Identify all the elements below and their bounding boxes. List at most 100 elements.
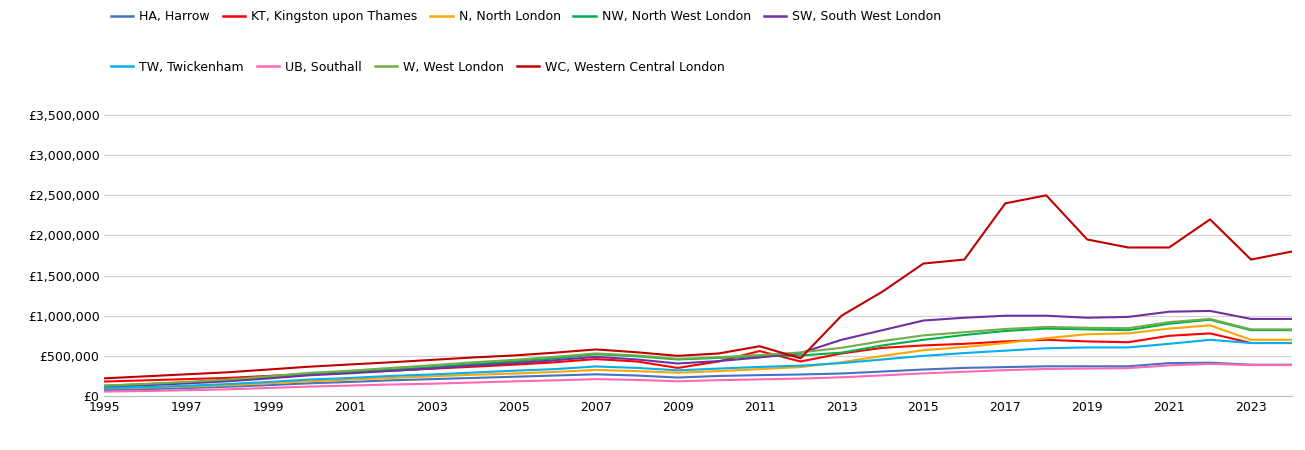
NW, North West London — [465, 361, 480, 367]
HA, Harrow — [301, 381, 317, 386]
KT, Kingston upon Thames — [97, 379, 112, 384]
N, North London — [629, 369, 645, 374]
W, West London — [752, 352, 767, 358]
W, West London — [1039, 324, 1054, 330]
N, North London — [834, 360, 850, 365]
W, West London — [179, 379, 194, 385]
HA, Harrow — [752, 373, 767, 378]
KT, Kingston upon Thames — [301, 371, 317, 377]
TW, Twickenham — [424, 372, 440, 377]
HA, Harrow — [1202, 360, 1218, 365]
UB, Southall — [97, 389, 112, 394]
HA, Harrow — [547, 373, 562, 378]
W, West London — [589, 351, 604, 356]
NW, North West London — [137, 382, 153, 387]
NW, North West London — [219, 378, 235, 383]
KT, Kingston upon Thames — [874, 345, 890, 351]
UB, Southall — [792, 376, 808, 381]
HA, Harrow — [874, 369, 890, 374]
WC, Western Central London — [792, 356, 808, 361]
TW, Twickenham — [219, 382, 235, 387]
UB, Southall — [384, 382, 399, 387]
SW, South West London — [301, 373, 317, 378]
W, West London — [711, 355, 727, 360]
TW, Twickenham — [384, 373, 399, 378]
TW, Twickenham — [957, 351, 972, 356]
UB, Southall — [711, 378, 727, 383]
WC, Western Central London — [1161, 245, 1177, 250]
TW, Twickenham — [1079, 345, 1095, 350]
TW, Twickenham — [792, 363, 808, 369]
WC, Western Central London — [261, 367, 277, 372]
N, North London — [1284, 337, 1300, 342]
NW, North West London — [179, 380, 194, 385]
SW, South West London — [874, 328, 890, 333]
SW, South West London — [1202, 308, 1218, 314]
SW, South West London — [629, 357, 645, 362]
WC, Western Central London — [424, 357, 440, 363]
WC, Western Central London — [589, 347, 604, 352]
KT, Kingston upon Thames — [792, 359, 808, 364]
HA, Harrow — [1120, 364, 1135, 369]
KT, Kingston upon Thames — [547, 360, 562, 365]
N, North London — [1244, 337, 1259, 342]
N, North London — [179, 384, 194, 389]
UB, Southall — [1202, 361, 1218, 367]
N, North London — [711, 369, 727, 374]
TW, Twickenham — [301, 377, 317, 382]
N, North London — [384, 375, 399, 381]
N, North London — [261, 381, 277, 386]
NW, North West London — [916, 337, 932, 342]
KT, Kingston upon Thames — [342, 369, 358, 375]
TW, Twickenham — [711, 366, 727, 371]
HA, Harrow — [629, 373, 645, 378]
KT, Kingston upon Thames — [506, 362, 522, 367]
KT, Kingston upon Thames — [1039, 337, 1054, 342]
WC, Western Central London — [1120, 245, 1135, 250]
WC, Western Central London — [219, 369, 235, 375]
SW, South West London — [261, 376, 277, 381]
N, North London — [137, 385, 153, 390]
TW, Twickenham — [1284, 340, 1300, 346]
KT, Kingston upon Thames — [137, 378, 153, 383]
UB, Southall — [629, 377, 645, 382]
TW, Twickenham — [589, 364, 604, 369]
WC, Western Central London — [301, 364, 317, 369]
KT, Kingston upon Thames — [1161, 333, 1177, 338]
KT, Kingston upon Thames — [465, 364, 480, 369]
SW, South West London — [97, 384, 112, 389]
KT, Kingston upon Thames — [752, 348, 767, 354]
UB, Southall — [137, 388, 153, 394]
N, North London — [1120, 331, 1135, 336]
HA, Harrow — [1244, 362, 1259, 367]
W, West London — [547, 354, 562, 360]
KT, Kingston upon Thames — [1079, 339, 1095, 344]
WC, Western Central London — [1284, 249, 1300, 254]
N, North London — [589, 367, 604, 373]
UB, Southall — [669, 378, 685, 384]
W, West London — [219, 377, 235, 382]
W, West London — [301, 370, 317, 376]
UB, Southall — [424, 381, 440, 387]
KT, Kingston upon Thames — [1284, 340, 1300, 346]
KT, Kingston upon Thames — [384, 368, 399, 373]
TW, Twickenham — [834, 360, 850, 366]
KT, Kingston upon Thames — [834, 351, 850, 356]
SW, South West London — [219, 378, 235, 384]
W, West London — [465, 360, 480, 365]
WC, Western Central London — [97, 376, 112, 381]
Line: W, West London: W, West London — [104, 319, 1292, 386]
TW, Twickenham — [261, 379, 277, 385]
NW, North West London — [957, 332, 972, 338]
WC, Western Central London — [997, 201, 1013, 206]
UB, Southall — [506, 379, 522, 384]
SW, South West London — [1284, 316, 1300, 322]
WC, Western Central London — [342, 362, 358, 367]
KT, Kingston upon Thames — [424, 366, 440, 371]
HA, Harrow — [834, 371, 850, 376]
N, North London — [424, 374, 440, 379]
TW, Twickenham — [342, 375, 358, 381]
NW, North West London — [1039, 326, 1054, 331]
SW, South West London — [1244, 316, 1259, 322]
NW, North West London — [547, 356, 562, 361]
